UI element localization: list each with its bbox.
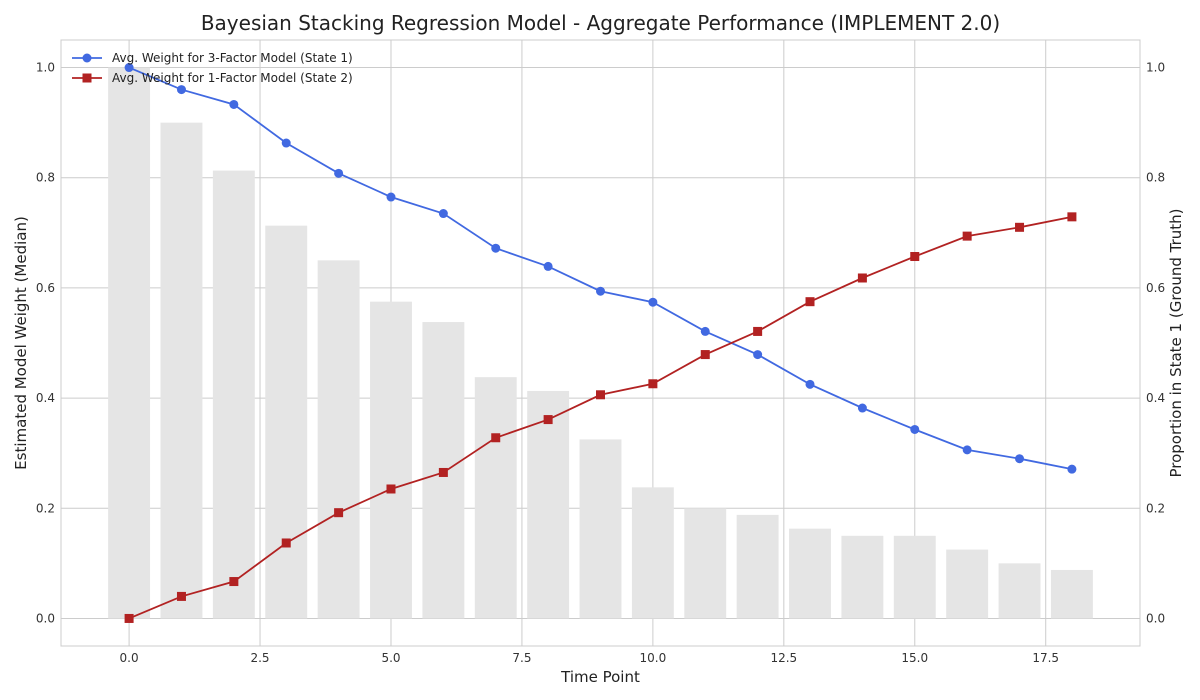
series-2-point: [438, 467, 448, 477]
series-2-point: [596, 390, 605, 400]
ground-truth-bar: [684, 508, 727, 619]
ground-truth-bar: [317, 260, 360, 619]
ground-truth-bar: [579, 439, 622, 619]
x-tick-label: 2.5: [250, 651, 269, 665]
series-1-point: [124, 63, 134, 73]
x-tick-label: 10.0: [640, 651, 667, 665]
series-1-point: [491, 243, 501, 253]
series-1-point: [386, 192, 396, 202]
tick-labels: 0.0 2.5 5.0 7.5 10.0 12.5 15.0 17.5 0.0 0.0 0.2 0.2…: [36, 61, 1165, 665]
ground-truth-bar: [736, 514, 779, 619]
ground-truth-bar: [527, 390, 570, 619]
x-tick-label: 17.5: [1032, 651, 1059, 665]
series-2-point: [491, 433, 501, 443]
series-2-point: [962, 231, 972, 241]
x-tick-label: 15.0: [901, 651, 928, 665]
weight-lines: [124, 63, 1077, 623]
y-tick-label-right: 0.0: [1146, 611, 1165, 625]
legend-label-2: Avg. Weight for 1-Factor Model (State 2): [112, 71, 353, 85]
ground-truth-bar: [1050, 569, 1093, 619]
series-1-point: [805, 379, 815, 389]
series-1-point: [857, 403, 867, 413]
ground-truth-bar: [370, 301, 412, 619]
series-2-point: [1067, 212, 1077, 222]
ground-truth-bar: [631, 487, 674, 619]
series-2-point: [805, 297, 815, 307]
x-tick-label: 12.5: [770, 651, 797, 665]
x-tick-label: 7.5: [512, 651, 531, 665]
series-1-point: [438, 209, 448, 219]
y-axis-label-right: Proportion in State 1 (Ground Truth): [1167, 208, 1185, 477]
series-1-point: [1067, 464, 1077, 474]
series-1-point: [543, 261, 553, 271]
ground-truth-bar: [160, 122, 203, 619]
plot-frame: [60, 39, 1141, 647]
legend-marker-2: [82, 73, 92, 83]
y-axis-label-left: Estimated Model Weight (Median): [12, 216, 30, 470]
ground-truth-bar: [474, 377, 517, 619]
series-2-point: [124, 613, 134, 623]
y-tick-label-left: 1.0: [36, 61, 55, 75]
y-tick-label-right: 1.0: [1146, 61, 1165, 75]
series-2-point: [386, 484, 396, 494]
ground-truth-bar: [212, 170, 255, 619]
series-1-point: [176, 85, 186, 95]
series-1-point: [229, 99, 239, 109]
y-tick-label-right: 0.6: [1146, 281, 1165, 295]
series-2-point: [910, 252, 920, 262]
legend-marker-1: [82, 53, 92, 63]
series-2-point: [543, 415, 553, 425]
series-2-point: [1015, 222, 1025, 232]
ground-truth-bar: [893, 535, 936, 619]
ground-truth-bar: [789, 528, 831, 619]
series-1-point: [648, 297, 658, 307]
ground-truth-bar: [265, 225, 308, 619]
series-1-point: [1015, 454, 1025, 464]
series-1-point: [910, 424, 920, 434]
x-tick-label: 5.0: [381, 651, 400, 665]
series-2-point: [753, 326, 763, 336]
ground-truth-bars: [108, 67, 1093, 619]
y-tick-label-left: 0.6: [36, 281, 55, 295]
series-1-point: [334, 168, 344, 178]
x-axis-label: Time Point: [560, 668, 640, 686]
y-tick-label-right: 0.4: [1146, 391, 1165, 405]
y-tick-label-left: 0.8: [36, 171, 55, 185]
series-1-point: [596, 286, 605, 296]
series-1-point: [753, 350, 763, 360]
series-2-point: [700, 350, 710, 360]
series-2-point: [176, 591, 186, 601]
series-1-point: [281, 138, 291, 148]
series-1-point: [962, 445, 972, 455]
x-tick-label: 0.0: [120, 651, 139, 665]
chart-title: Bayesian Stacking Regression Model - Agg…: [201, 11, 1000, 35]
series-1-point: [700, 326, 710, 336]
series-2-point: [229, 577, 239, 587]
y-tick-label-left: 0.0: [36, 611, 55, 625]
ground-truth-bar: [998, 563, 1041, 619]
series-2-point: [281, 538, 291, 548]
legend: Avg. Weight for 3-Factor Model (State 1)…: [72, 51, 353, 85]
y-tick-label-left: 0.4: [36, 391, 55, 405]
legend-label-1: Avg. Weight for 3-Factor Model (State 1): [112, 51, 353, 65]
y-tick-label-left: 0.2: [36, 501, 55, 515]
ground-truth-bar: [108, 67, 151, 619]
series-2-point: [334, 508, 344, 518]
ground-truth-bar: [841, 535, 884, 619]
ground-truth-bar: [946, 549, 989, 619]
y-tick-label-right: 0.2: [1146, 501, 1165, 515]
y-tick-label-right: 0.8: [1146, 171, 1165, 185]
series-2-point: [857, 273, 867, 283]
series-2-point: [648, 379, 658, 389]
